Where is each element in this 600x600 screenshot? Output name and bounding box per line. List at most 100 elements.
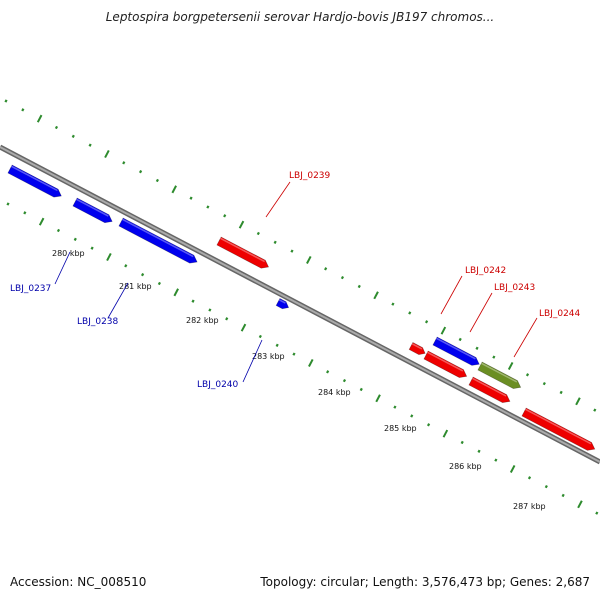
gene-track [7, 164, 596, 451]
minor-tick [141, 272, 145, 277]
major-tick [373, 291, 379, 300]
gene-arrow-g3[interactable] [118, 217, 198, 264]
gene-label-lbj-0239[interactable]: LBJ_0239 [289, 171, 331, 181]
gene-arrow-g1[interactable] [7, 164, 62, 198]
minor-tick [593, 408, 597, 412]
gene-highlight [11, 165, 58, 192]
minor-tick [460, 440, 464, 445]
major-tick [509, 464, 516, 473]
minor-tick [324, 267, 328, 271]
gene-highlight [411, 343, 423, 350]
gene-label-lbj-0237[interactable]: LBJ_0237 [10, 284, 51, 294]
minor-tick [492, 355, 496, 359]
minor-tick [410, 414, 414, 418]
minor-tick [4, 99, 8, 103]
minor-tick [139, 169, 143, 174]
minor-tick [595, 511, 599, 515]
summary-text: Topology: circular; Length: 3,576,473 bp… [260, 575, 590, 589]
minor-tick [191, 299, 195, 303]
chromosome-backbone [0, 144, 600, 465]
gene-highlight [278, 299, 286, 304]
major-tick [375, 394, 381, 403]
tick-label-282: 282 kbp [186, 316, 219, 325]
map-title: Leptospira borgpetersenii serovar Hardjo… [105, 10, 495, 24]
minor-tick [426, 423, 431, 427]
tick-label-281: 281 kbp [119, 282, 152, 291]
gene-label-lbj-0242[interactable]: LBJ_0242 [465, 266, 506, 276]
major-tick [442, 429, 449, 438]
minor-tick [90, 246, 94, 250]
gene-label-lbj-0240[interactable]: LBJ_0240 [197, 380, 239, 390]
gene-highlight [220, 237, 266, 263]
minor-tick [258, 334, 262, 339]
gene-label-lbj-0243[interactable]: LBJ_0243 [494, 283, 535, 293]
minor-tick [71, 134, 75, 138]
major-tick [36, 114, 43, 123]
minor-tick [273, 240, 277, 244]
minor-tick [6, 202, 10, 206]
minor-tick [475, 346, 479, 350]
gene-arrow-g8[interactable] [423, 350, 468, 378]
gene-label-lbj-0244[interactable]: LBJ_0244 [539, 309, 581, 319]
major-tick [38, 217, 45, 226]
tick-label-287: 287 kbp [513, 502, 546, 511]
minor-tick [477, 449, 481, 453]
minor-tick [54, 125, 59, 130]
minor-tick [225, 317, 229, 321]
minor-tick [326, 370, 330, 374]
accession-text: Accession: NC_008510 [10, 575, 147, 589]
gene-arrow-g2[interactable] [72, 197, 113, 224]
major-tick [507, 361, 514, 370]
major-tick [306, 255, 312, 264]
gene-arrow-g5[interactable] [275, 298, 290, 310]
gene-labels: LBJ_0237 LBJ_0238 LBJ_0239 LBJ_0240 LBJ_… [10, 171, 581, 390]
tick-track-upper [4, 99, 597, 412]
major-tick [440, 326, 447, 335]
gene-highlight [436, 337, 476, 360]
minor-tick [342, 378, 347, 383]
minor-tick [124, 264, 128, 268]
gene-highlight [525, 408, 592, 445]
minor-tick [527, 476, 532, 480]
minor-tick [393, 405, 397, 409]
minor-tick [542, 381, 546, 386]
minor-tick [458, 337, 462, 342]
gene-arrow-g4[interactable] [216, 236, 270, 269]
major-tick [238, 220, 245, 229]
minor-tick [275, 343, 279, 347]
minor-tick [21, 108, 25, 112]
tick-labels: 280 kbp 281 kbp 282 kbp 283 kbp 284 kbp … [52, 249, 546, 511]
gene-highlight [76, 198, 109, 217]
major-tick [308, 358, 314, 367]
gene-highlight [481, 362, 518, 383]
gene-arrow-g10[interactable] [468, 376, 511, 403]
minor-tick [256, 231, 260, 236]
gene-arrow-g6[interactable] [408, 342, 426, 355]
minor-tick [559, 390, 563, 395]
gene-arrow-g9[interactable] [477, 361, 522, 389]
minor-tick [88, 143, 92, 147]
tick-label-286: 286 kbp [449, 462, 482, 471]
minor-tick [292, 352, 296, 356]
gene-arrow-g11[interactable] [521, 407, 596, 451]
major-tick [171, 185, 177, 194]
minor-tick [73, 237, 77, 241]
gene-arrow-g7[interactable] [432, 336, 480, 366]
major-tick [575, 397, 581, 406]
minor-tick [122, 161, 126, 165]
minor-tick [223, 214, 227, 218]
major-tick [106, 252, 112, 261]
minor-tick [206, 205, 210, 209]
minor-tick [208, 308, 212, 312]
gene-label-lbj-0238[interactable]: LBJ_0238 [77, 317, 119, 327]
minor-tick [525, 373, 530, 377]
gene-highlight [427, 351, 464, 372]
minor-tick [290, 249, 294, 253]
minor-tick [561, 493, 565, 498]
minor-tick [424, 320, 429, 324]
minor-tick [391, 302, 395, 306]
callout-lines [54, 181, 538, 383]
major-tick [577, 500, 583, 509]
minor-tick [157, 281, 161, 286]
